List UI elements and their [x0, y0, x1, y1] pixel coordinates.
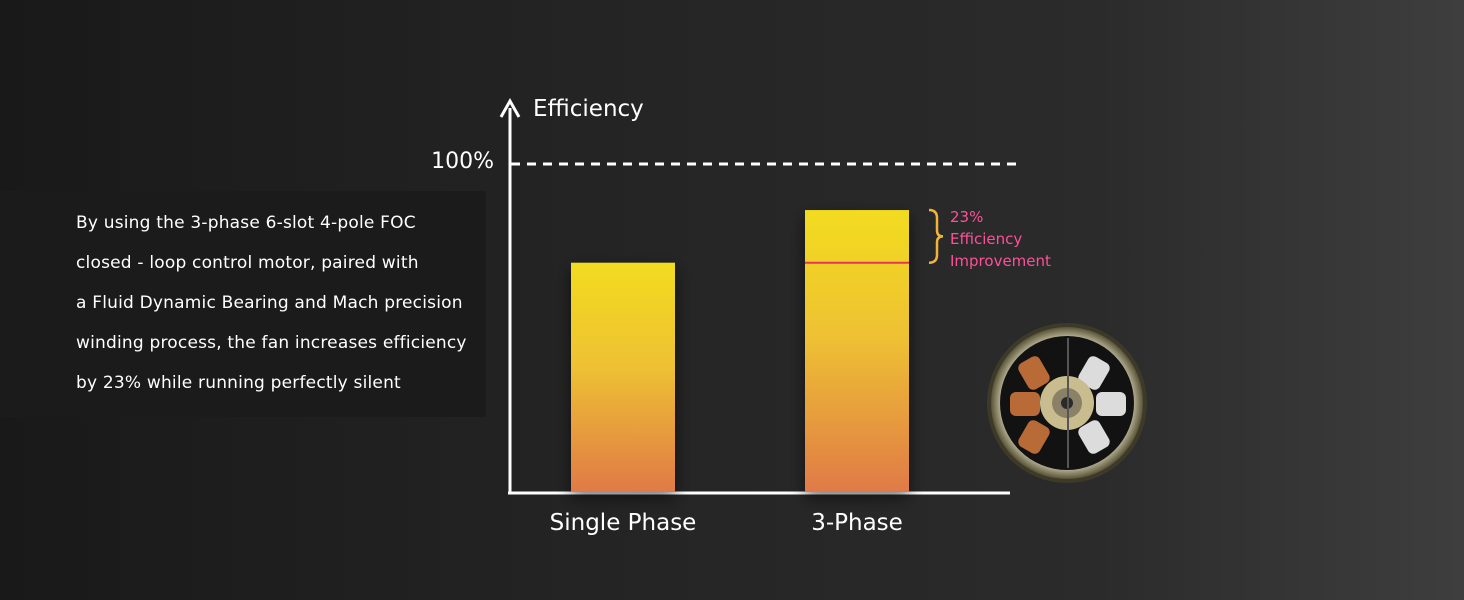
x-tick-label-1: 3-Phase [811, 510, 903, 536]
annotation-line-1: Efficiency [950, 230, 1022, 248]
reference-line-group: 100% [431, 149, 1018, 174]
y-axis-label: Efficiency [533, 96, 644, 122]
description-line-5: by 23% while running perfectly silent [76, 373, 401, 393]
y-axis-arrow [499, 97, 521, 118]
description-line-3: a Fluid Dynamic Bearing and Mach precisi… [76, 293, 463, 313]
annotation-brace [928, 208, 944, 264]
x-tick-label-0: Single Phase [550, 510, 697, 536]
bar-group [571, 210, 909, 492]
description-line-4: winding process, the fan increases effic… [76, 333, 467, 353]
annotation-line-0: 23% [950, 208, 983, 226]
annotation-line-2: Improvement [950, 252, 1051, 270]
efficiency-annotation: 23% Efficiency Improvement [928, 208, 1051, 270]
description-line-2: closed - loop control motor, paired with [76, 253, 419, 273]
reference-line-label: 100% [431, 149, 494, 174]
description-panel [0, 191, 486, 417]
bar-0 [571, 262, 675, 492]
motor-stator-icon [986, 322, 1148, 484]
x-tick-labels: Single Phase 3-Phase [550, 510, 903, 536]
bar-1 [805, 210, 909, 492]
chart-axes: Efficiency [499, 96, 1010, 495]
description-line-1: By using the 3-phase 6-slot 4-pole FOC [76, 213, 416, 233]
